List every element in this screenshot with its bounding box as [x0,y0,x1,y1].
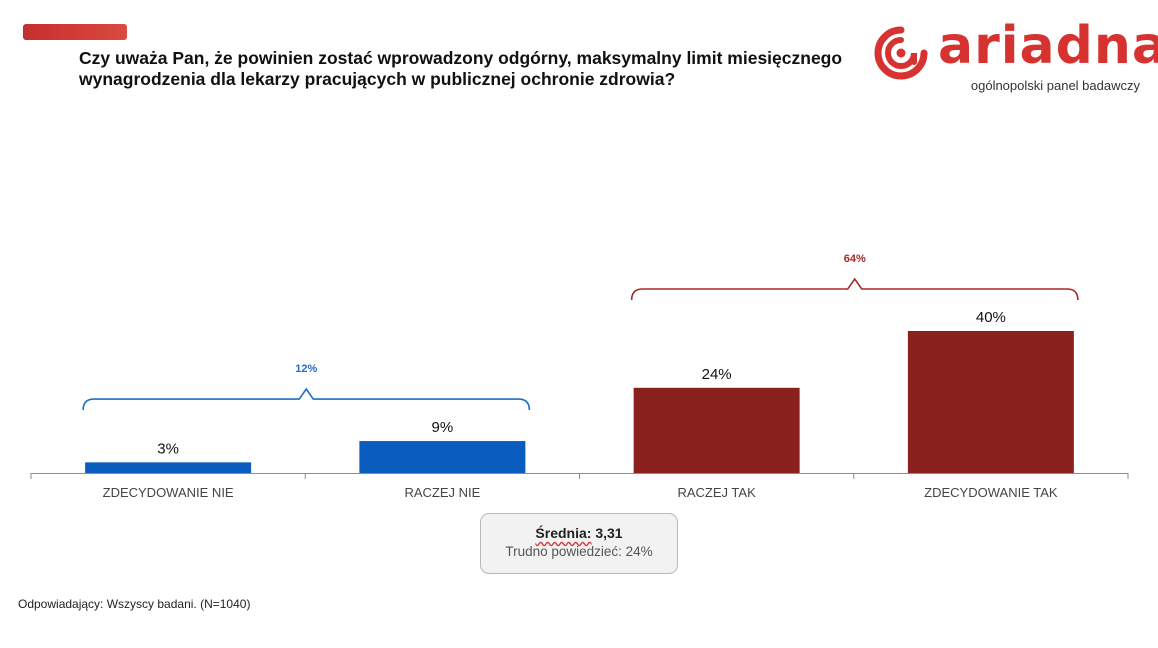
bar-2 [633,387,800,473]
logo-subtitle: ogólnopolski panel badawczy [970,78,1140,93]
category-label-3: ZDECYDOWANIE TAK [924,485,1058,500]
logo-wordmark: ariadna [938,16,1158,76]
mean-value: 3,31 [595,525,623,541]
data-label-1: 9% [432,419,454,436]
ariadna-spiral-icon [874,26,928,80]
accent-bar [23,24,127,40]
group-bracket-0 [82,387,531,411]
category-label-0: ZDECYDOWANIE NIE [103,485,234,500]
bar-3 [907,331,1074,473]
data-label-0: 3% [157,440,179,457]
summary-box: Średnia: 3,31 Trudno powiedzieć: 24% [480,513,678,574]
category-label-2: RACZEJ TAK [677,485,756,500]
dont-know-text: Trudno powiedzieć: 24% [505,544,653,559]
data-label-3: 40% [976,309,1006,326]
bar-0 [85,462,252,473]
mean-summary: Średnia: 3,31 [481,525,677,541]
footnote: Odpowiadający: Wszyscy badani. (N=1040) [18,597,251,611]
mean-label: Średnia: [535,525,592,541]
group-label-0: 12% [295,363,317,375]
category-label-1: RACZEJ NIE [404,485,480,500]
chart-title: Czy uważa Pan, że powinien zostać wprowa… [79,48,843,89]
bar-1 [359,441,526,473]
ariadna-logo: ariadna ogólnopolski panel badawczy [868,16,1158,96]
group-label-1: 64% [844,253,866,265]
data-label-2: 24% [702,366,732,383]
bar-chart: 3% ZDECYDOWANIE NIE 9% RACZEJ NIE 24% RACZEJ … [30,253,1129,500]
group-bracket-1 [630,277,1079,301]
